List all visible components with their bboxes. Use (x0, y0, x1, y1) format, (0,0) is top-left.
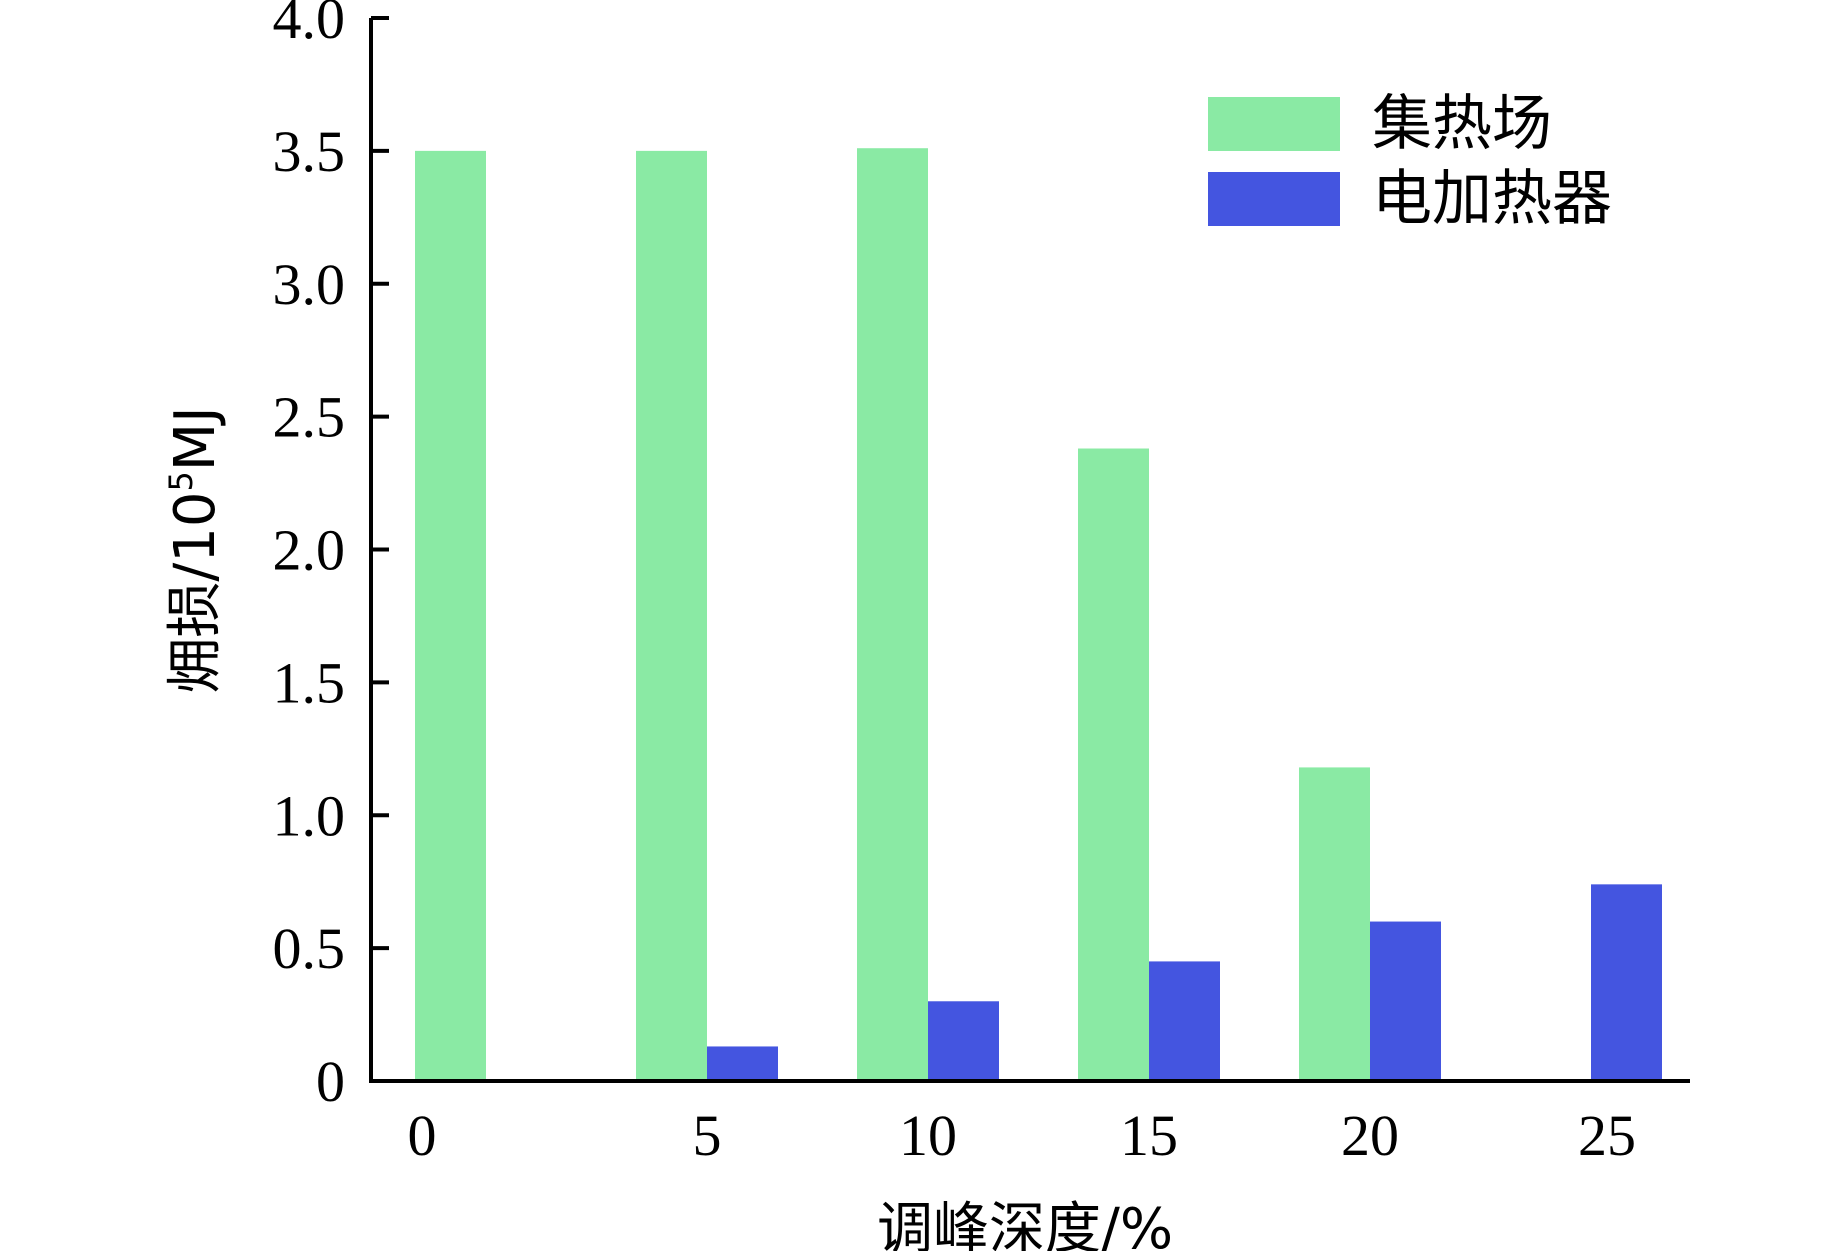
bar-collector-field-15 (1078, 448, 1149, 1081)
legend-label-electric-heater: 电加热器 (1372, 164, 1612, 234)
y-tick-label-6: 3.0 (273, 252, 346, 317)
x-ticks-group: 0 5 10 15 20 25 (408, 1103, 1637, 1168)
y-tick-label-2: 1.0 (273, 783, 346, 848)
bar-electric-heater-5 (707, 1046, 778, 1081)
x-tick-label-20: 20 (1341, 1103, 1399, 1168)
bar-electric-heater-15 (1149, 961, 1220, 1081)
legend: 集热场 电加热器 (1208, 89, 1612, 234)
y-tick-label-8: 4.0 (273, 0, 346, 51)
y-axis-label-superscript: 5 (162, 471, 200, 491)
bar-electric-heater-20 (1370, 921, 1441, 1081)
bar-collector-field-0 (415, 150, 486, 1081)
x-tick-label-10: 10 (899, 1103, 957, 1168)
legend-label-collector-field: 集热场 (1372, 89, 1552, 159)
y-ticks-group: 0 0.5 1.0 1.5 2.0 2.5 3.0 3.5 4.0 (273, 0, 389, 1114)
legend-swatch-electric-heater (1208, 172, 1340, 226)
y-tick-label-3: 1.5 (273, 650, 346, 715)
bar-electric-heater-10 (928, 1001, 999, 1081)
x-tick-label-25: 25 (1578, 1103, 1636, 1168)
x-tick-label-0: 0 (408, 1103, 437, 1168)
y-axis-label: 㶲损/105MJ (162, 406, 228, 693)
bar-collector-field-5 (636, 150, 707, 1081)
y-tick-label-0: 0 (316, 1049, 345, 1114)
bars-group (415, 148, 1662, 1081)
bar-electric-heater-25 (1591, 884, 1662, 1081)
y-tick-label-5: 2.5 (273, 385, 346, 450)
x-axis-label: 调峰深度/% (877, 1197, 1173, 1251)
y-axis-label-unit: MJ (163, 406, 228, 471)
y-tick-label-4: 2.0 (273, 518, 346, 583)
bar-collector-field-10 (857, 148, 928, 1081)
y-axis-label-main: 㶲损/10 (163, 492, 228, 694)
y-tick-label-7: 3.5 (273, 119, 346, 184)
bar-collector-field-20 (1299, 767, 1370, 1081)
x-tick-label-15: 15 (1120, 1103, 1178, 1168)
y-tick-label-1: 0.5 (273, 916, 346, 981)
x-tick-label-5: 5 (693, 1103, 722, 1168)
legend-swatch-collector-field (1208, 97, 1340, 151)
